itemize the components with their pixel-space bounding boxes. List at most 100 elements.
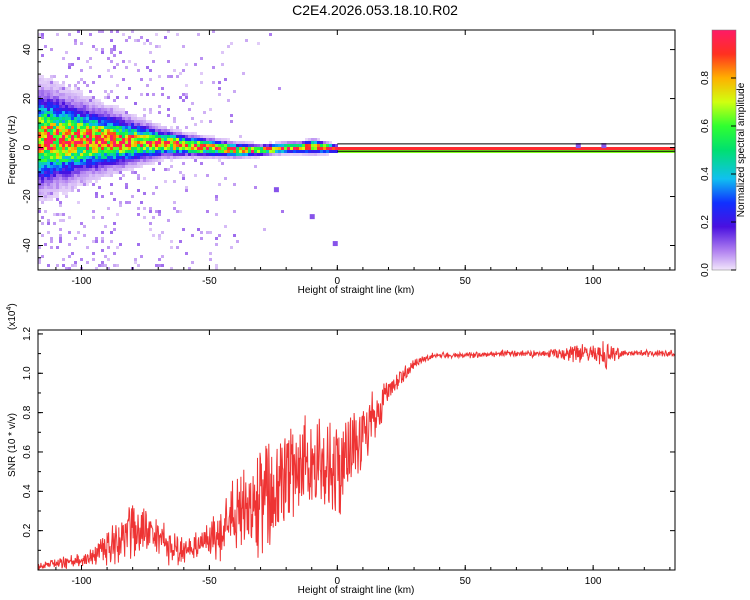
heatmap-cell: [116, 264, 119, 267]
heatmap-cell: [38, 75, 41, 78]
heatmap-cell: [86, 183, 89, 186]
heatmap-cell: [92, 177, 95, 180]
heatmap-cell: [155, 33, 158, 36]
heatmap-cell: [50, 84, 53, 87]
heatmap-cell: [239, 135, 242, 138]
heatmap-cell: [44, 78, 47, 81]
heatmap-cell: [53, 213, 56, 216]
heatmap-cell: [71, 165, 74, 168]
heatmap-cell: [155, 150, 158, 153]
heatmap-cell: [89, 135, 92, 138]
heatmap-cell: [512, 147, 515, 150]
heatmap-cell: [164, 153, 167, 156]
heatmap-cell: [146, 150, 149, 153]
heatmap-cell: [110, 114, 113, 117]
heatmap-cell: [119, 108, 122, 111]
heatmap-cell: [104, 114, 107, 117]
colorbar-ticks: 0.00.20.40.60.8: [700, 71, 736, 277]
heatmap-cell: [125, 141, 128, 144]
heatmap-cell: [80, 105, 83, 108]
heatmap-cell: [308, 138, 311, 141]
heatmap-cell: [101, 153, 104, 156]
heatmap-cell: [71, 189, 74, 192]
heatmap-cell: [95, 105, 98, 108]
heatmap-cell: [89, 153, 92, 156]
heatmap-cell: [122, 150, 125, 153]
heatmap-cell: [356, 147, 359, 150]
heatmap-cell: [620, 147, 623, 150]
heatmap-cell: [68, 63, 71, 66]
heatmap-cell: [140, 255, 143, 258]
heatmap-cell: [176, 33, 179, 36]
heatmap-cell: [140, 150, 143, 153]
heatmap-cell: [44, 120, 47, 123]
heatmap-cell: [47, 186, 50, 189]
heatmap-cell: [65, 51, 68, 54]
heatmap-cell: [254, 186, 257, 189]
heatmap-cell: [44, 162, 47, 165]
heatmap-cell: [149, 108, 152, 111]
heatmap-cell: [131, 30, 134, 33]
heatmap-cell: [131, 132, 134, 135]
heatmap-cell: [194, 153, 197, 156]
heatmap-cell: [341, 147, 344, 150]
heatmap-cell: [116, 156, 119, 159]
heatmap-cell: [110, 144, 113, 147]
heatmap-cell: [74, 186, 77, 189]
heatmap-cell: [77, 132, 80, 135]
y-tick-label: 0.2: [22, 523, 33, 537]
heatmap-cell: [50, 198, 53, 201]
heatmap-cell: [593, 147, 596, 150]
heatmap-cell: [47, 108, 50, 111]
heatmap-cell: [59, 228, 62, 231]
heatmap-cell: [89, 129, 92, 132]
heatmap-cell: [101, 123, 104, 126]
heatmap-cell: [47, 177, 50, 180]
heatmap-cell: [311, 150, 314, 153]
heatmap-cell: [182, 45, 185, 48]
heatmap-cell: [50, 123, 53, 126]
heatmap-cell: [50, 99, 53, 102]
heatmap-cell: [47, 102, 50, 105]
figure-title: C2E4.2026.053.18.10.R02: [292, 2, 458, 18]
heatmap-cell: [188, 141, 191, 144]
heatmap-cell: [53, 177, 56, 180]
heatmap-cell: [164, 36, 167, 39]
heatmap-cell: [50, 87, 53, 90]
heatmap-cell: [245, 156, 248, 159]
heatmap-cell: [113, 153, 116, 156]
heatmap-cell: [332, 144, 335, 147]
heatmap-cell: [284, 144, 287, 147]
heatmap-cell: [203, 144, 206, 147]
heatmap-cell: [206, 156, 209, 159]
heatmap-cell: [119, 120, 122, 123]
heatmap-cell: [56, 171, 59, 174]
heatmap-cell: [167, 168, 170, 171]
heatmap-cell: [494, 147, 497, 150]
heatmap-cell: [305, 144, 308, 147]
heatmap-cell: [38, 123, 41, 126]
heatmap-cell: [218, 81, 221, 84]
y-tick-label: 0.6: [22, 445, 33, 459]
heatmap-cell: [140, 147, 143, 150]
heatmap-cell: [278, 147, 281, 150]
heatmap-cell: [104, 171, 107, 174]
heatmap-cell: [59, 165, 62, 168]
heatmap-cell: [41, 141, 44, 144]
heatmap-cell: [68, 90, 71, 93]
heatmap-cell: [659, 147, 662, 150]
x-tick-label: 100: [585, 576, 602, 587]
heatmap-cell: [383, 147, 386, 150]
heatmap-cell: [152, 132, 155, 135]
heatmap-cell: [104, 144, 107, 147]
y-tick-label: 0: [22, 144, 33, 150]
heatmap-cell: [305, 138, 308, 141]
heatmap-cell: [182, 69, 185, 72]
heatmap-cell: [194, 123, 197, 126]
heatmap-cell: [86, 165, 89, 168]
heatmap-cell: [116, 126, 119, 129]
heatmap-cell: [59, 90, 62, 93]
heatmap-cell: [623, 147, 626, 150]
heatmap-cell: [59, 144, 62, 147]
heatmap-cell: [218, 87, 221, 90]
